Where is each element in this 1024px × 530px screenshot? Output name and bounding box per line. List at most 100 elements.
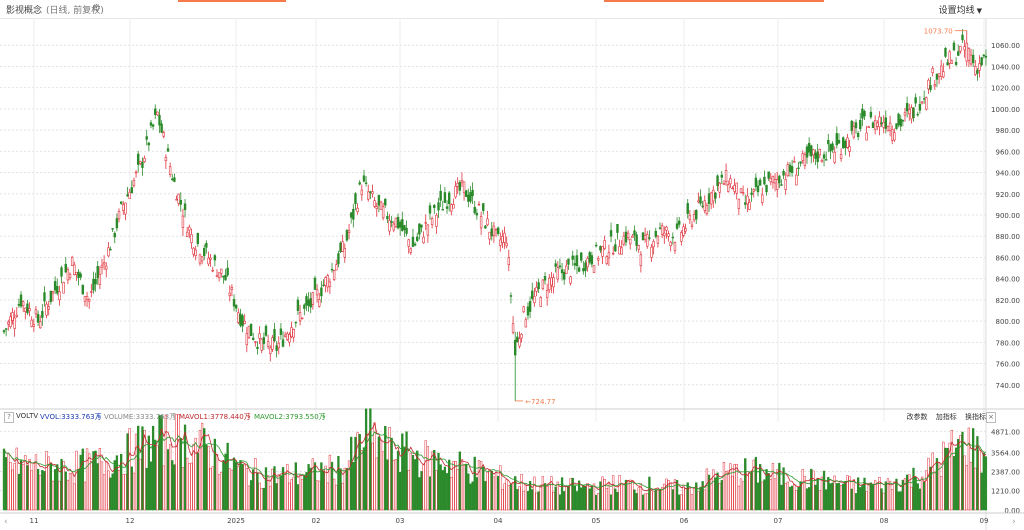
candle-body bbox=[882, 122, 885, 128]
volume-bar bbox=[416, 450, 419, 511]
volume-bar bbox=[722, 462, 726, 511]
volume-bar bbox=[669, 483, 672, 511]
candle-body bbox=[21, 301, 25, 306]
volume-bar bbox=[829, 483, 832, 511]
volume-bar bbox=[678, 494, 681, 511]
volume-bar bbox=[166, 449, 170, 511]
candle-body bbox=[68, 274, 72, 279]
volume-bar bbox=[759, 464, 762, 511]
candle-body bbox=[503, 232, 506, 243]
candle-body bbox=[224, 275, 227, 281]
scroll-left-icon[interactable]: ‹ bbox=[4, 517, 8, 527]
candle-body bbox=[260, 338, 263, 351]
volume-bar bbox=[117, 469, 121, 511]
candle-body bbox=[17, 303, 21, 306]
volume-bar bbox=[550, 476, 553, 511]
candle-body bbox=[501, 236, 504, 243]
candle-body bbox=[58, 291, 61, 301]
candle-body bbox=[726, 184, 730, 192]
volume-bar bbox=[984, 456, 988, 511]
volume-bar bbox=[511, 481, 515, 511]
volume-bar bbox=[473, 456, 476, 511]
candle-body bbox=[778, 175, 781, 184]
candle-body bbox=[690, 224, 694, 227]
candle-body bbox=[349, 212, 353, 218]
candle-body bbox=[190, 234, 193, 244]
volume-bar bbox=[39, 475, 42, 511]
candlestick-chart[interactable]: 1060.00 1040.00 1020.00 1000.00 980.00 960.00… bbox=[0, 18, 1024, 530]
change-params-button[interactable]: 改参数 bbox=[906, 413, 928, 421]
volume-bar bbox=[13, 463, 16, 511]
volume-bar bbox=[729, 463, 732, 511]
volume-bar bbox=[109, 477, 112, 511]
volume-bar bbox=[19, 460, 23, 511]
volume-bar bbox=[141, 426, 144, 511]
volume-bar bbox=[797, 486, 800, 511]
candle-body bbox=[650, 246, 653, 258]
candle-body bbox=[558, 265, 562, 268]
volume-bar bbox=[703, 489, 706, 511]
candle-body bbox=[603, 240, 606, 249]
volume-bar bbox=[901, 479, 905, 511]
candle-body bbox=[279, 328, 283, 335]
candle-body bbox=[79, 273, 82, 278]
candle-body bbox=[942, 71, 945, 78]
help-icon[interactable]: ? bbox=[4, 412, 14, 423]
volume-bar bbox=[428, 476, 432, 511]
volume-bar bbox=[256, 472, 259, 511]
volume-ma-lines bbox=[3, 422, 987, 492]
volume-bar bbox=[92, 451, 95, 511]
gear-icon[interactable]: ⚙ bbox=[92, 3, 101, 14]
candle-body bbox=[548, 277, 551, 291]
volume-bar bbox=[518, 486, 521, 511]
volume-bar bbox=[663, 483, 666, 511]
set-ma-button[interactable]: 设置均线 ▼ bbox=[938, 6, 982, 16]
candle-body bbox=[275, 345, 278, 351]
volume-bar bbox=[247, 485, 251, 511]
candle-body bbox=[507, 257, 511, 265]
volume-bar bbox=[192, 444, 195, 511]
candle-body bbox=[669, 241, 672, 247]
candle-body bbox=[586, 258, 589, 268]
close-icon[interactable]: × bbox=[986, 412, 996, 423]
volume-bar bbox=[482, 466, 485, 511]
volume-bar bbox=[269, 485, 272, 511]
volume-bar bbox=[145, 467, 148, 511]
candle-body bbox=[209, 257, 212, 260]
candle-body bbox=[115, 218, 119, 229]
candle-body bbox=[752, 188, 755, 192]
volume-bar bbox=[799, 481, 802, 511]
candle-body bbox=[358, 182, 361, 185]
candle-body bbox=[232, 298, 236, 307]
candle-body bbox=[205, 243, 208, 248]
candle-body bbox=[249, 323, 253, 336]
candle-body bbox=[379, 201, 383, 210]
candle-body bbox=[837, 139, 841, 144]
volume-bar bbox=[978, 450, 981, 511]
volume-bar bbox=[942, 441, 945, 511]
indicator-buttons: 改参数 加指标 换指标 bbox=[901, 412, 986, 422]
volume-bar bbox=[115, 455, 119, 511]
switch-indicator-button[interactable]: 换指标 bbox=[965, 413, 986, 421]
volume-bar bbox=[243, 464, 246, 511]
candle-body bbox=[262, 337, 266, 344]
volume-bar bbox=[122, 474, 125, 511]
price-tick-label: 900.00 bbox=[996, 212, 1021, 220]
volume-bar bbox=[750, 471, 753, 511]
candle-body bbox=[656, 235, 660, 244]
volume-bar bbox=[337, 456, 340, 511]
candle-body bbox=[258, 333, 261, 339]
volume-bar bbox=[701, 481, 704, 511]
volume-bar bbox=[584, 486, 587, 511]
add-indicator-button[interactable]: 加指标 bbox=[935, 413, 957, 421]
volume-bar bbox=[232, 457, 236, 511]
candle-body bbox=[105, 265, 108, 270]
volume-bar bbox=[522, 490, 525, 511]
candle-body bbox=[482, 203, 485, 211]
candle-body bbox=[880, 122, 883, 125]
candle-body bbox=[53, 281, 57, 291]
scroll-right-icon[interactable]: › bbox=[1012, 517, 1016, 527]
volume-bar bbox=[976, 436, 979, 511]
volume-bar bbox=[11, 469, 14, 511]
candle-body bbox=[277, 342, 280, 349]
